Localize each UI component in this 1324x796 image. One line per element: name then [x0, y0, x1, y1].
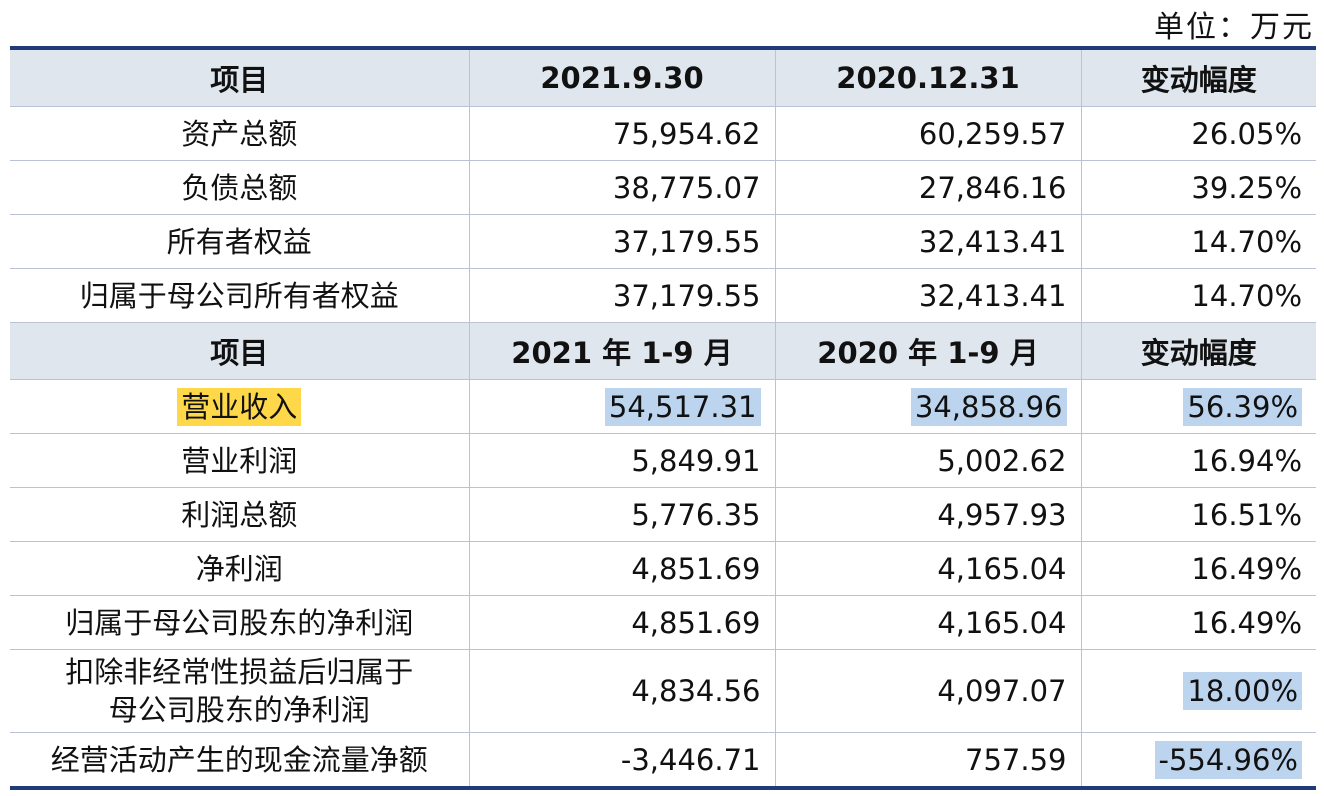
table-row: 资产总额 75,954.62 60,259.57 26.05%	[10, 106, 1316, 161]
cell-value: 5,776.35	[469, 487, 776, 542]
row-label-line: 母公司股东的净利润	[108, 693, 370, 727]
cell-change: 14.70%	[1081, 268, 1316, 323]
header-2020-12-31: 2020.12.31	[775, 48, 1082, 107]
cell-value: -3,446.71	[469, 732, 776, 789]
header-2021-1-9: 2021 年 1-9 月	[469, 322, 776, 380]
row-label: 资产总额	[10, 106, 470, 161]
highlighted-text: 34,858.96	[910, 387, 1067, 426]
cell-value: 60,259.57	[775, 106, 1082, 161]
header-item: 项目	[10, 322, 470, 380]
highlighted-text: 18.00%	[1183, 672, 1302, 710]
cell-change: 16.51%	[1081, 487, 1316, 542]
table-row: 负债总额 38,775.07 27,846.16 39.25%	[10, 160, 1316, 215]
cell-value: 4,097.07	[775, 649, 1082, 733]
cell-value: 4,165.04	[775, 541, 1082, 596]
cell-change: 39.25%	[1081, 160, 1316, 215]
row-label: 经营活动产生的现金流量净额	[10, 732, 470, 789]
highlighted-text: -554.96%	[1154, 740, 1302, 779]
row-label: 所有者权益	[10, 214, 470, 269]
cell-change: 16.94%	[1081, 433, 1316, 488]
cell-value: 757.59	[775, 732, 1082, 789]
cell-value: 38,775.07	[469, 160, 776, 215]
row-label: 利润总额	[10, 487, 470, 542]
row-label: 负债总额	[10, 160, 470, 215]
cell-change: 16.49%	[1081, 541, 1316, 596]
row-label: 扣除非经常性损益后归属于 母公司股东的净利润	[10, 649, 470, 733]
header-2021-9-30: 2021.9.30	[469, 48, 776, 107]
row-label: 净利润	[10, 541, 470, 596]
highlighted-text: 54,517.31	[604, 387, 761, 426]
cell-value: 34,858.96	[775, 379, 1082, 434]
cell-value: 32,413.41	[775, 214, 1082, 269]
table-row: 经营活动产生的现金流量净额 -3,446.71 757.59 -554.96%	[10, 732, 1316, 789]
cell-change: -554.96%	[1081, 732, 1316, 789]
cell-value: 37,179.55	[469, 268, 776, 323]
table-row: 扣除非经常性损益后归属于 母公司股东的净利润 4,834.56 4,097.07…	[10, 649, 1316, 733]
highlighted-text: 56.39%	[1183, 387, 1302, 426]
cell-value: 75,954.62	[469, 106, 776, 161]
header-row-income: 项目 2021 年 1-9 月 2020 年 1-9 月 变动幅度	[10, 322, 1316, 380]
table-row: 所有者权益 37,179.55 32,413.41 14.70%	[10, 214, 1316, 269]
cell-change: 56.39%	[1081, 379, 1316, 434]
row-label: 营业收入	[10, 379, 470, 434]
row-label: 营业利润	[10, 433, 470, 488]
table-row: 归属于母公司所有者权益 37,179.55 32,413.41 14.70%	[10, 268, 1316, 323]
financial-table: 项目 2021.9.30 2020.12.31 变动幅度 资产总额 75,954…	[10, 46, 1316, 790]
table-row-revenue: 营业收入 54,517.31 34,858.96 56.39%	[10, 379, 1316, 434]
cell-change: 26.05%	[1081, 106, 1316, 161]
cell-value: 4,851.69	[469, 541, 776, 596]
cell-change: 16.49%	[1081, 595, 1316, 650]
table-row: 归属于母公司股东的净利润 4,851.69 4,165.04 16.49%	[10, 595, 1316, 650]
unit-label: 单位：万元	[1154, 10, 1314, 45]
cell-value: 4,165.04	[775, 595, 1082, 650]
header-change: 变动幅度	[1081, 322, 1316, 380]
cell-value: 4,834.56	[469, 649, 776, 733]
header-change: 变动幅度	[1081, 48, 1316, 107]
cell-value: 54,517.31	[469, 379, 776, 434]
cell-value: 32,413.41	[775, 268, 1082, 323]
row-label: 归属于母公司所有者权益	[10, 268, 470, 323]
row-label: 归属于母公司股东的净利润	[10, 595, 470, 650]
header-row-balance: 项目 2021.9.30 2020.12.31 变动幅度	[10, 48, 1316, 107]
cell-change: 14.70%	[1081, 214, 1316, 269]
cell-value: 27,846.16	[775, 160, 1082, 215]
row-label-line: 扣除非经常性损益后归属于	[65, 655, 414, 689]
highlighted-text: 营业收入	[177, 387, 302, 426]
cell-value: 4,851.69	[469, 595, 776, 650]
cell-change: 18.00%	[1081, 649, 1316, 733]
cell-value: 37,179.55	[469, 214, 776, 269]
table-row: 净利润 4,851.69 4,165.04 16.49%	[10, 541, 1316, 596]
cell-value: 5,849.91	[469, 433, 776, 488]
header-2020-1-9: 2020 年 1-9 月	[775, 322, 1082, 380]
header-item: 项目	[10, 48, 470, 107]
table-row: 利润总额 5,776.35 4,957.93 16.51%	[10, 487, 1316, 542]
cell-value: 5,002.62	[775, 433, 1082, 488]
cell-value: 4,957.93	[775, 487, 1082, 542]
table-row: 营业利润 5,849.91 5,002.62 16.94%	[10, 433, 1316, 488]
